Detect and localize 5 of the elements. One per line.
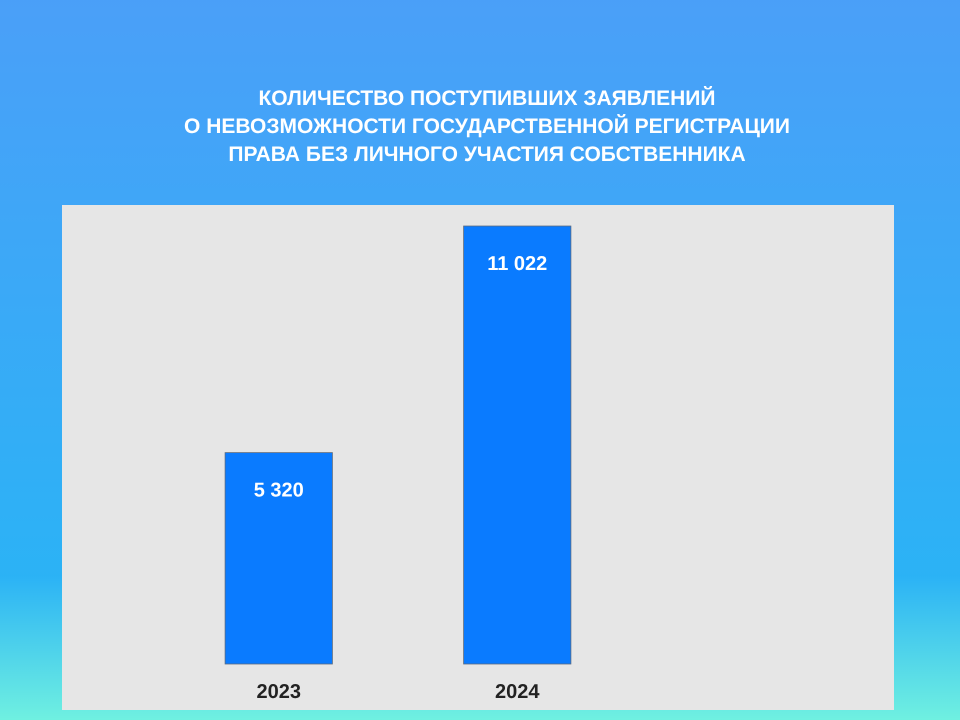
chart-title: КОЛИЧЕСТВО ПОСТУПИВШИХ ЗАЯВЛЕНИЙ О НЕВОЗМОЖНОСТИ ГОСУДАРСТВЕННОЙ РЕГИСТРАЦИИ ПРАВА БЕЗ ЛИЧНОГО УЧАСТИЯ СОБСТВЕННИКА [184, 85, 790, 166]
data-label: 11 022 [487, 253, 548, 276]
data-label: 5 320 [254, 480, 304, 502]
x-tick-label: 2024 [494, 681, 540, 703]
x-tick-label: 2023 [256, 681, 302, 703]
